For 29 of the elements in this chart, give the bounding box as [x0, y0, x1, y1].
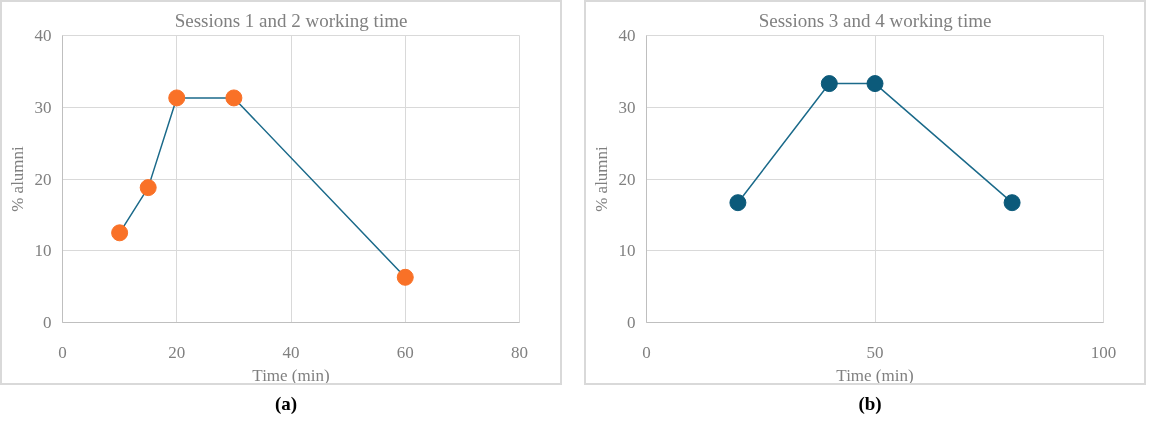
text: (a) — [274, 393, 298, 414]
y-axis-title: % alumni — [7, 145, 27, 212]
x-tick-label: 60 — [396, 342, 414, 362]
x-tick-label: 20 — [168, 342, 186, 362]
y-tick-label: 0 — [43, 313, 52, 332]
x-tick-label: 100 — [1090, 342, 1117, 362]
y-tick-label: 40 — [34, 26, 52, 45]
y-tick-label: 20 — [618, 169, 636, 189]
x-tick-label: 40 — [282, 342, 300, 362]
y-tick-label: 0 — [627, 313, 636, 332]
y-tick-label: 30 — [34, 97, 52, 117]
y-tick-label: 30 — [618, 97, 636, 117]
y-tick-label: 40 — [618, 26, 636, 45]
text: (b) — [858, 393, 882, 414]
x-tick-label: 80 — [511, 342, 528, 362]
y-tick-label: 10 — [34, 241, 52, 261]
point — [168, 89, 186, 107]
x-tick-label: 0 — [58, 342, 67, 362]
y-tick-label: 10 — [618, 241, 636, 261]
point — [396, 268, 414, 286]
x-tick-label: 50 — [866, 342, 884, 362]
x-tick-label: 0 — [642, 342, 651, 362]
y-axis-title: % alumni — [591, 145, 611, 212]
chart-title: Sessions 3 and 4 working time — [758, 9, 992, 31]
y-tick-label: 20 — [34, 169, 52, 189]
point — [139, 179, 157, 197]
point — [111, 224, 129, 242]
chart-title: Sessions 1 and 2 working time — [174, 9, 408, 31]
point — [225, 89, 243, 107]
